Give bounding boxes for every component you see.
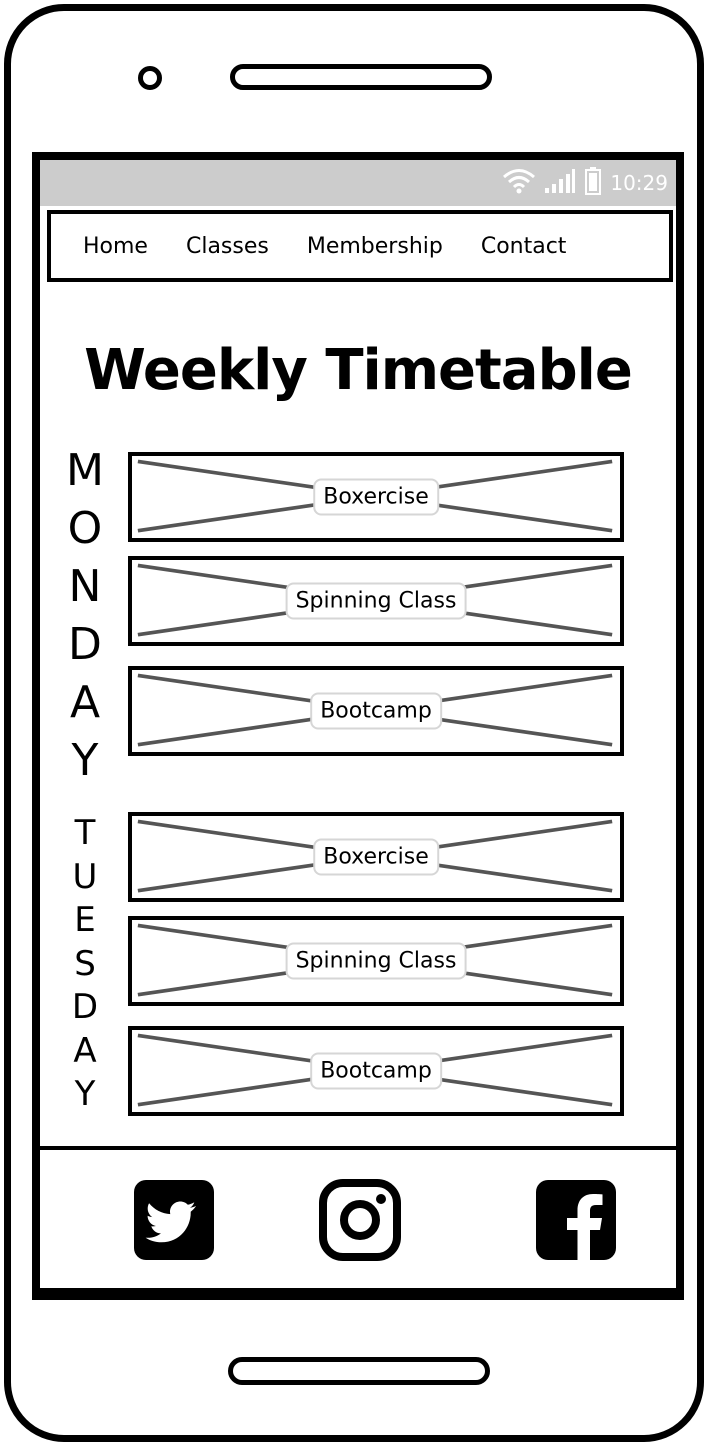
nav-contact[interactable]: Contact <box>480 233 567 259</box>
signal-icon <box>544 168 576 198</box>
nav-home[interactable]: Home <box>83 233 148 259</box>
class-card-tuesday-boxercise[interactable]: Boxercise <box>128 812 624 902</box>
page-title: Weekly Timetable <box>84 338 633 403</box>
day-letter: M <box>66 445 104 496</box>
day-letter: D <box>68 619 102 670</box>
class-label: Bootcamp <box>310 692 442 730</box>
day-label-tuesday: T U E S D A Y <box>60 812 110 1117</box>
facebook-icon[interactable] <box>534 1178 618 1262</box>
class-label: Spinning Class <box>285 942 467 980</box>
phone-screen: 10:29 Home Classes Membership Contact We… <box>32 152 684 1300</box>
day-letter: E <box>74 900 96 940</box>
nav-membership[interactable]: Membership <box>306 233 443 259</box>
day-letter: A <box>69 677 101 728</box>
class-label: Bootcamp <box>310 1052 442 1090</box>
day-letter: U <box>72 856 98 897</box>
class-card-monday-spinning[interactable]: Spinning Class <box>128 556 624 646</box>
day-letter: Y <box>71 735 99 786</box>
day-letter: A <box>73 1030 97 1071</box>
class-card-tuesday-spinning[interactable]: Spinning Class <box>128 916 624 1006</box>
class-label: Boxercise <box>313 838 439 876</box>
wifi-icon <box>502 168 536 198</box>
navbar: Home Classes Membership Contact <box>47 210 673 282</box>
status-time: 10:29 <box>610 171 668 195</box>
speaker-grille <box>230 64 492 90</box>
day-letter: S <box>74 943 96 984</box>
status-bar: 10:29 <box>40 160 676 206</box>
twitter-icon[interactable] <box>132 1178 216 1262</box>
battery-icon <box>584 166 602 200</box>
class-card-monday-bootcamp[interactable]: Bootcamp <box>128 666 624 756</box>
day-letter: T <box>74 813 96 853</box>
class-label: Boxercise <box>313 478 439 516</box>
day-letter: Y <box>74 1074 96 1114</box>
class-card-monday-boxercise[interactable]: Boxercise <box>128 452 624 542</box>
day-letter: O <box>67 503 103 554</box>
day-letter: D <box>71 987 99 1027</box>
class-label: Spinning Class <box>285 582 467 620</box>
day-letter: N <box>68 561 102 612</box>
camera-icon <box>138 66 162 90</box>
class-card-tuesday-bootcamp[interactable]: Bootcamp <box>128 1026 624 1116</box>
home-button[interactable] <box>228 1357 490 1385</box>
footer <box>40 1146 676 1292</box>
day-label-monday: M O N D A Y <box>60 442 110 790</box>
nav-classes[interactable]: Classes <box>185 233 269 259</box>
instagram-icon[interactable] <box>318 1178 402 1262</box>
